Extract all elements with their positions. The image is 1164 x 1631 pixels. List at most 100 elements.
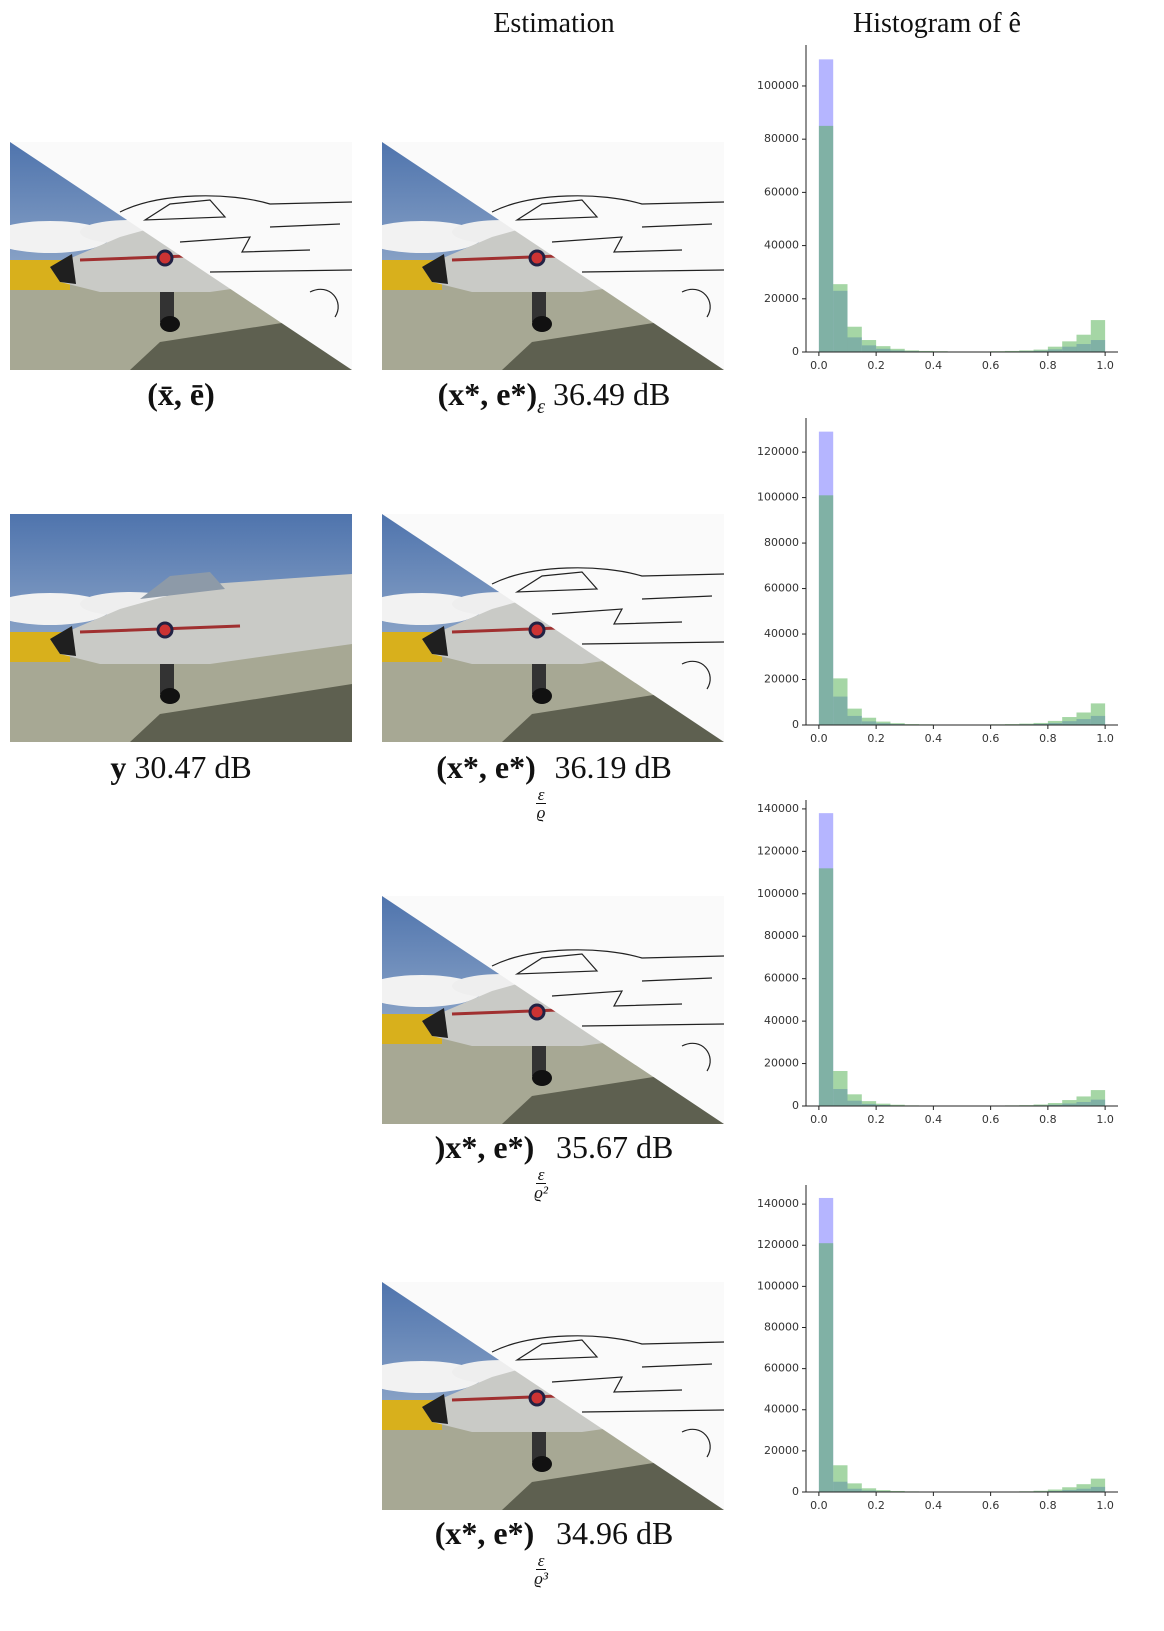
histogram-bar <box>876 1490 891 1492</box>
caption-expression: y <box>110 749 127 785</box>
x-tick-label: 0.2 <box>867 732 885 745</box>
x-tick-label: 0.6 <box>982 359 1000 372</box>
y-tick-label: 40000 <box>764 1403 799 1416</box>
histogram-bar <box>1062 1487 1077 1492</box>
x-tick-label: 0.4 <box>925 359 943 372</box>
histogram-bar <box>833 1465 848 1492</box>
caption: (x̄, ē) <box>0 376 381 413</box>
histogram-bar <box>1076 712 1091 725</box>
caption-psnr: 35.67 dB <box>555 1129 674 1165</box>
histogram-bar <box>1033 1490 1048 1492</box>
caption-expression: )x*, e*) <box>434 1129 535 1165</box>
histogram-bar <box>876 721 891 725</box>
histogram-bar <box>1076 1484 1091 1492</box>
histogram-bar <box>833 284 848 352</box>
y-tick-label: 80000 <box>764 132 799 145</box>
x-tick-label: 0.6 <box>982 1499 1000 1512</box>
image-estimate <box>362 142 724 370</box>
histogram-bar <box>1062 341 1077 352</box>
y-tick-label: 20000 <box>764 673 799 686</box>
x-tick-label: 0.8 <box>1039 1113 1057 1126</box>
caption: (x*, e*)ε 36.49 dB <box>354 376 754 419</box>
fraction-numerator: ε <box>535 1551 547 1570</box>
caption-expression: (x*, e*) <box>436 749 536 785</box>
y-tick-label: 40000 <box>764 627 799 640</box>
y-tick-label: 40000 <box>764 1014 799 1027</box>
y-tick-label: 0 <box>792 1099 799 1112</box>
x-tick-label: 0.0 <box>810 1499 828 1512</box>
histogram-bar <box>919 350 934 352</box>
histogram-bar <box>861 717 877 725</box>
y-tick-label: 60000 <box>764 582 799 595</box>
caption: (x*, e*) ε ϱ³ 34.96 dB <box>354 1515 754 1587</box>
y-tick-label: 60000 <box>764 1362 799 1375</box>
x-tick-label: 0.2 <box>867 1499 885 1512</box>
caption-psnr: 36.19 dB <box>554 749 672 785</box>
histogram-bar <box>818 1243 834 1492</box>
y-tick-label: 100000 <box>757 887 799 900</box>
histogram-bar <box>818 868 834 1106</box>
histogram-bar <box>847 1094 862 1106</box>
caption-psnr: 30.47 dB <box>134 749 252 785</box>
histogram-bar <box>818 495 834 725</box>
caption-expression: (x*, e*) <box>437 376 538 412</box>
histogram-bar <box>1047 1489 1063 1492</box>
histogram-bar <box>904 350 920 352</box>
histogram-bar <box>876 346 891 352</box>
x-tick-label: 0.0 <box>810 732 828 745</box>
histogram-bar <box>1090 703 1106 725</box>
caption: y 30.47 dB <box>0 749 381 786</box>
histogram-bar <box>890 348 905 352</box>
histogram-bar <box>1047 720 1063 725</box>
y-tick-label: 20000 <box>764 1444 799 1457</box>
histogram-bar <box>1090 1478 1106 1492</box>
histogram-bar <box>1033 1104 1048 1106</box>
column-title: Histogram of ê <box>853 8 1021 39</box>
fraction-denominator: ϱ³ <box>534 1569 548 1588</box>
histogram-bar <box>861 1488 877 1492</box>
x-tick-label: 0.6 <box>982 732 1000 745</box>
histogram-bar <box>1062 717 1077 725</box>
histogram-bar <box>1076 334 1091 352</box>
histogram-bar <box>1090 1090 1106 1106</box>
y-tick-label: 60000 <box>764 972 799 985</box>
fraction-denominator: ϱ² <box>534 1183 548 1202</box>
histogram-bar <box>1033 349 1048 352</box>
caption-expression: (x*, e*) <box>434 1515 535 1551</box>
y-tick-label: 80000 <box>764 1320 799 1333</box>
histogram-bar <box>833 1070 848 1106</box>
fraction-denominator: ϱ <box>536 803 546 822</box>
histogram-bar <box>1076 1096 1091 1106</box>
x-tick-label: 0.6 <box>982 1113 1000 1126</box>
caption-fraction: ε ϱ² <box>534 1166 548 1201</box>
image-estimate <box>362 896 724 1124</box>
histogram-bar <box>1090 320 1106 352</box>
histogram-bar <box>1004 350 1020 352</box>
histogram-bar <box>847 708 862 725</box>
x-tick-label: 0.0 <box>810 1113 828 1126</box>
y-tick-label: 0 <box>792 1485 799 1498</box>
y-tick-label: 0 <box>792 718 799 731</box>
image-estimate <box>362 514 724 742</box>
y-tick-label: 120000 <box>757 844 799 857</box>
caption-psnr: 36.49 dB <box>553 376 671 412</box>
histogram-bar <box>833 678 848 725</box>
image-noisy <box>0 514 352 742</box>
x-tick-label: 1.0 <box>1096 1113 1114 1126</box>
x-tick-label: 0.2 <box>867 359 885 372</box>
y-tick-label: 100000 <box>757 1279 799 1292</box>
x-tick-label: 1.0 <box>1096 732 1114 745</box>
histogram-bar <box>1033 722 1048 725</box>
photo <box>0 514 352 742</box>
x-tick-label: 0.2 <box>867 1113 885 1126</box>
y-tick-label: 20000 <box>764 1057 799 1070</box>
caption-psnr: 34.96 dB <box>555 1515 674 1551</box>
histogram-bar <box>861 340 877 352</box>
caption-expression: (x̄, ē) <box>147 376 215 412</box>
histogram-bar <box>818 125 834 353</box>
x-tick-label: 0.4 <box>925 732 943 745</box>
y-tick-label: 80000 <box>764 536 799 549</box>
y-tick-label: 140000 <box>757 802 799 815</box>
